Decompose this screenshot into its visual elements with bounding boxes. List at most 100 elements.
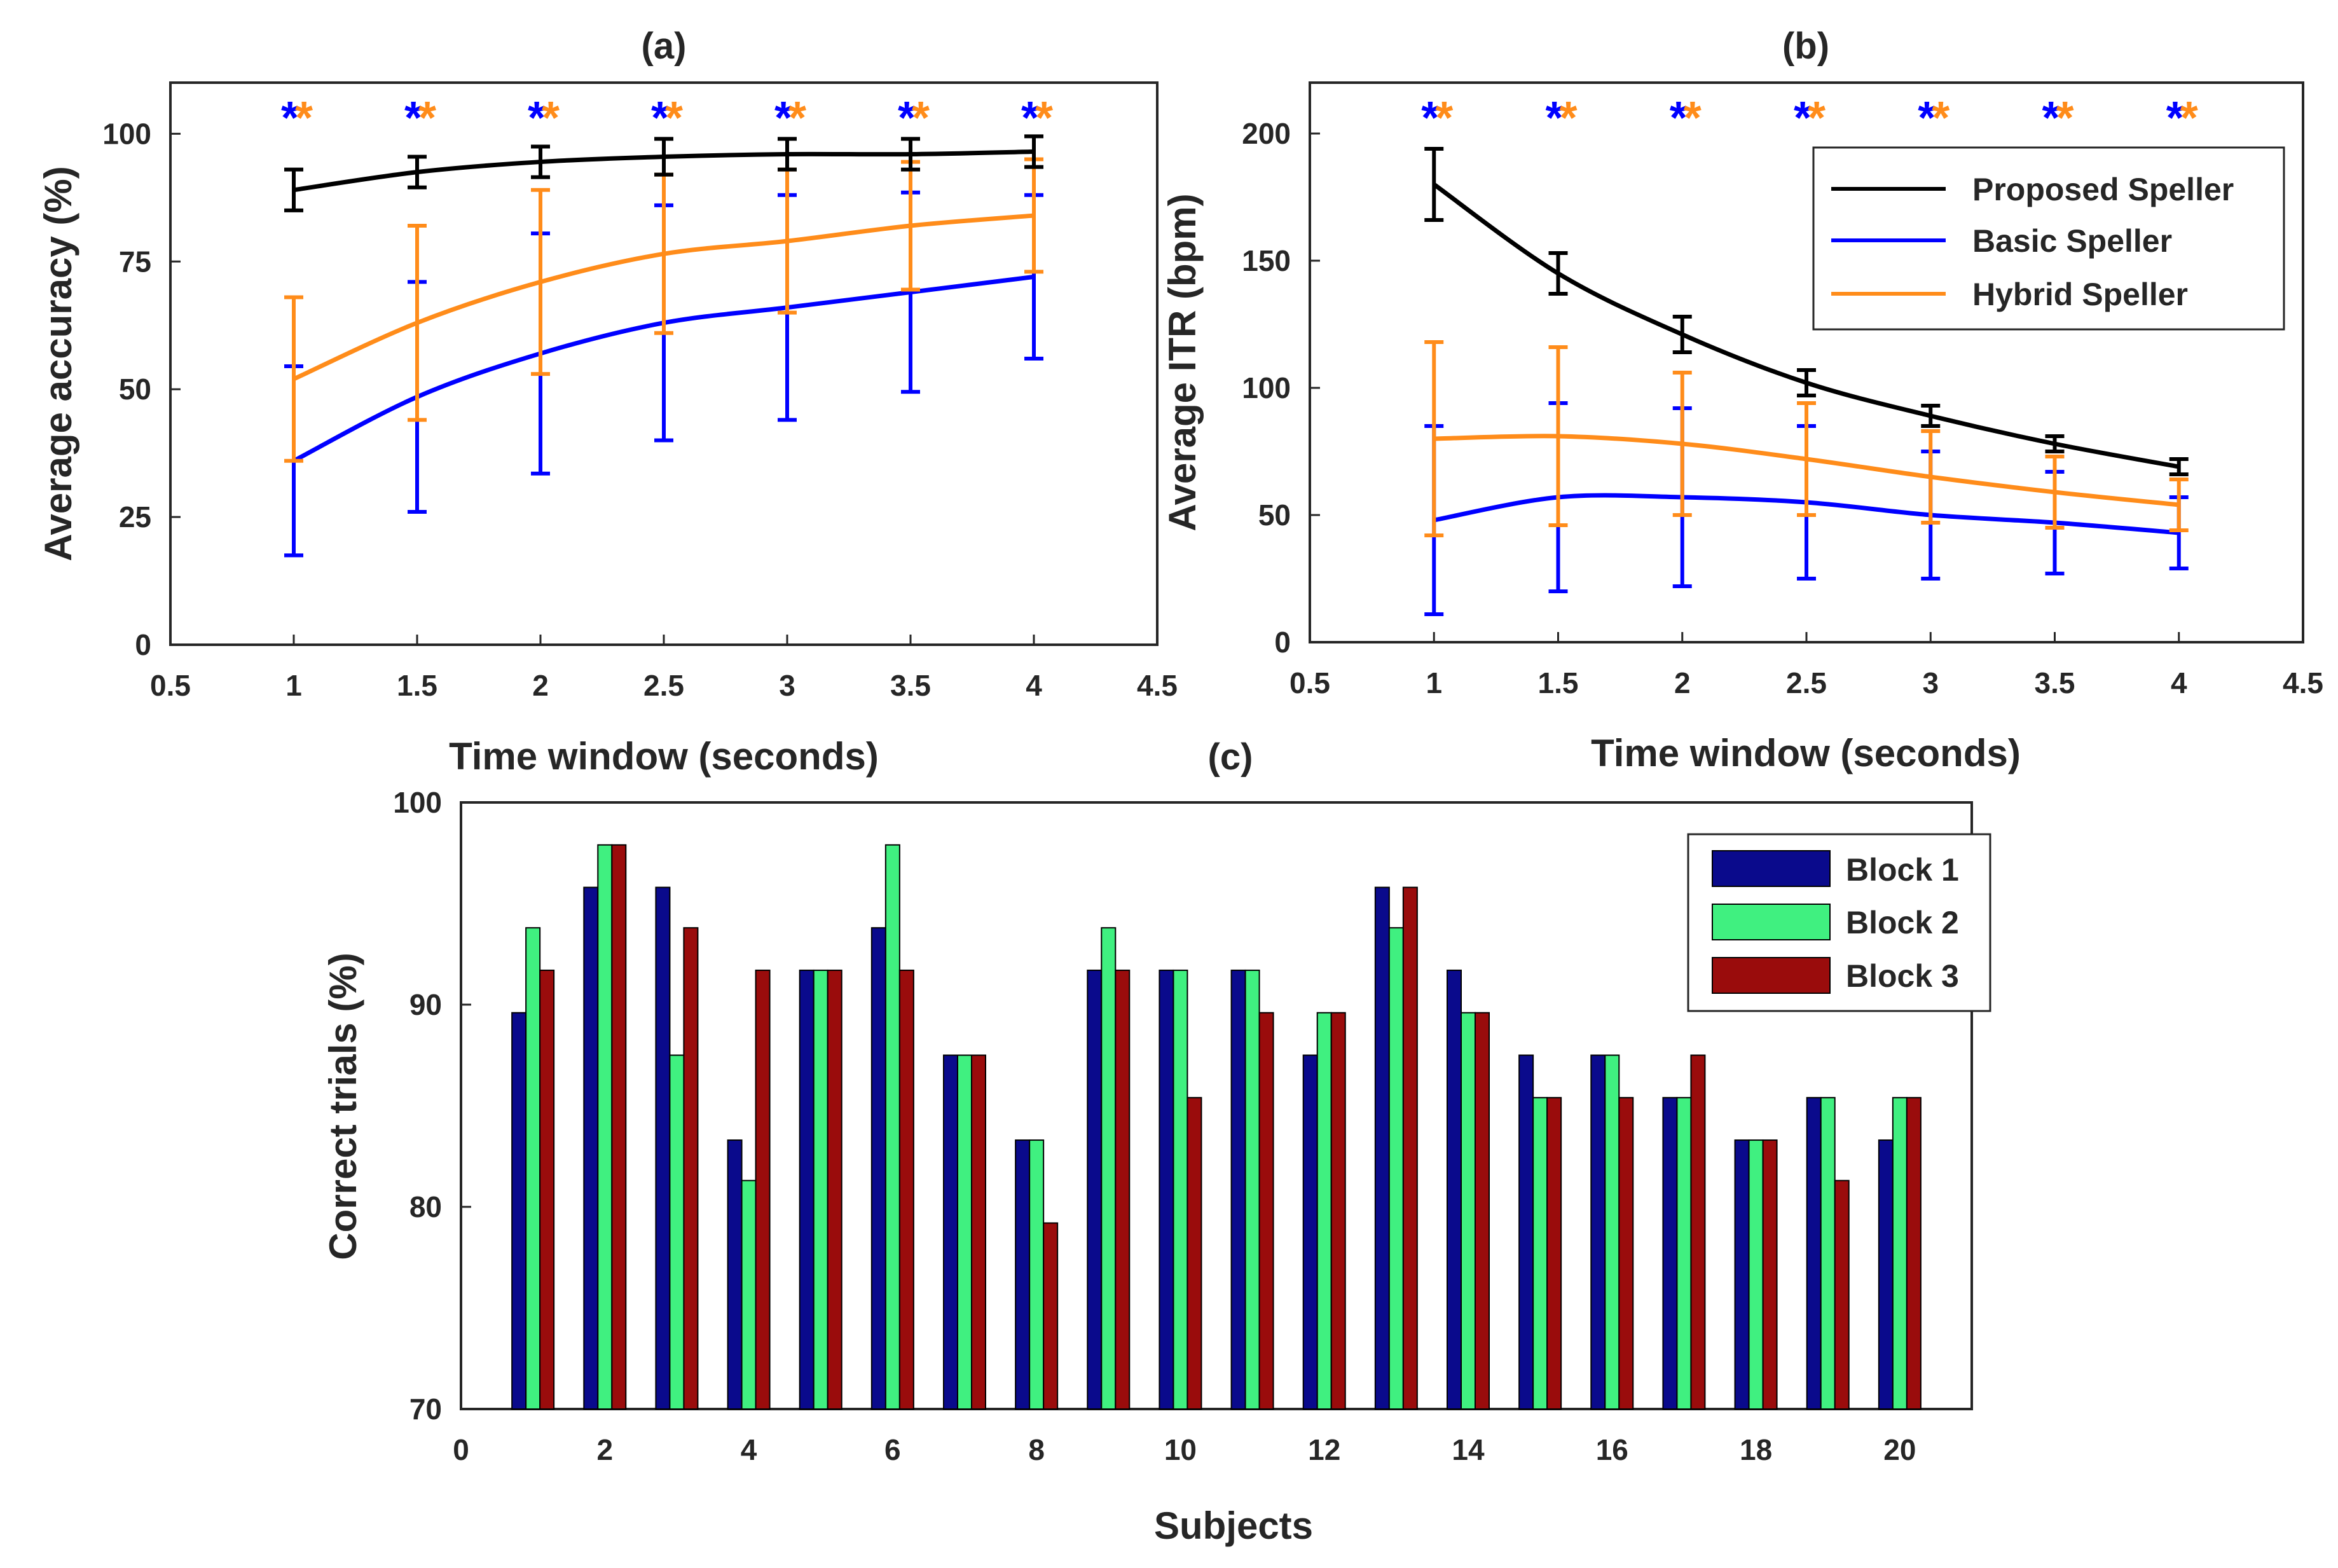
x-tick-label: 3	[779, 669, 795, 702]
legend-block2-label: Block 2	[1846, 905, 1959, 940]
panel-a-significance-marks: ** ** ** ** ** ** **	[281, 93, 1053, 144]
significance-star-hybrid: *	[2180, 93, 2198, 144]
bar-block-2	[1316, 1012, 1332, 1410]
legend-proposed-label: Proposed Speller	[1972, 172, 2234, 207]
bar-block-2	[884, 844, 900, 1410]
panel-b-series	[1424, 147, 2189, 616]
bar-block-2	[1676, 1097, 1692, 1410]
bar-block-3	[1186, 1097, 1202, 1410]
y-tick-label: 90	[409, 988, 442, 1021]
significance-star-hybrid: *	[665, 93, 683, 144]
bar-block-2	[957, 1054, 972, 1410]
x-tick-label: 4	[2171, 666, 2187, 699]
panel-a-x-ticks: 0.5 1 1.5 2 2.5 3 3.5 4 4.5	[150, 635, 1178, 702]
x-tick-label: 14	[1452, 1433, 1485, 1466]
significance-star-basic: *	[2166, 93, 2184, 144]
bar-block-3	[1115, 969, 1131, 1410]
x-tick-label: 3	[1922, 666, 1939, 699]
bar-block-2	[525, 927, 541, 1410]
significance-star-hybrid: *	[1435, 93, 1453, 144]
significance-star-basic: *	[2042, 93, 2060, 144]
bar-block-2	[597, 844, 613, 1410]
significance-star-basic: *	[528, 93, 546, 144]
significance-star-basic: *	[898, 93, 916, 144]
bar-block-3	[1906, 1097, 1922, 1410]
panel-b-significance-marks: ** ** ** ** ** ** **	[1421, 93, 2198, 144]
significance-star-hybrid: *	[1035, 93, 1053, 144]
bar-block-3	[1330, 1012, 1346, 1410]
panel-c-x-ticks: 0 2 4 6 8 10 12 14 16 18 20	[453, 1399, 1916, 1466]
bar-block-2	[1461, 1012, 1476, 1410]
y-tick-label: 100	[393, 786, 442, 819]
panel-b-legend: Proposed Speller Basic Speller Hybrid Sp…	[1812, 146, 2285, 331]
y-tick-label: 75	[119, 245, 151, 278]
y-tick-label: 0	[135, 628, 151, 661]
panel-b-x-axis-label: Time window (seconds)	[1591, 732, 2021, 774]
significance-star-basic: *	[1421, 93, 1439, 144]
bar-block-3	[683, 927, 699, 1410]
x-tick-label: 3.5	[2035, 666, 2075, 699]
y-tick-label: 80	[409, 1190, 442, 1223]
bar-block-3	[827, 969, 842, 1410]
significance-star-hybrid: *	[418, 93, 436, 144]
panel-c-x-axis-label: Subjects	[1154, 1504, 1313, 1547]
bar-block-2	[1748, 1139, 1764, 1410]
panel-b-y-axis-label: Average ITR (bpm)	[1161, 193, 1204, 531]
panel-a-y-axis-label: Average accuracy (%)	[37, 166, 79, 561]
panel-a-accuracy-chart: (a) Time window (seconds) Average accura…	[37, 25, 1178, 778]
bar-block-1	[1447, 969, 1462, 1410]
significance-star-basic: *	[1918, 93, 1936, 144]
bar-block-3	[1762, 1139, 1778, 1410]
panel-a-series	[284, 134, 1043, 558]
y-tick-label: 150	[1242, 244, 1291, 277]
significance-star-basic: *	[651, 93, 669, 144]
significance-star-hybrid: *	[1808, 93, 1826, 144]
x-tick-label: 2.5	[643, 669, 684, 702]
bar-block-1	[1087, 969, 1103, 1410]
y-tick-label: 200	[1242, 117, 1291, 150]
legend-block3-swatch	[1712, 957, 1831, 994]
significance-star-basic: *	[404, 93, 422, 144]
panel-c-title: (c)	[1208, 736, 1253, 778]
y-tick-label: 100	[102, 117, 151, 150]
bar-block-1	[1230, 969, 1246, 1410]
bar-block-2	[1172, 969, 1188, 1410]
bar-block-2	[1604, 1054, 1620, 1410]
bar-block-1	[1734, 1139, 1750, 1410]
significance-star-hybrid: *	[912, 93, 930, 144]
bar-block-1	[1806, 1097, 1822, 1410]
significance-star-hybrid: *	[1932, 93, 1949, 144]
legend-basic-label: Basic Speller	[1972, 223, 2172, 259]
bar-block-1	[1590, 1054, 1606, 1410]
x-tick-label: 8	[1028, 1433, 1045, 1466]
panel-b-itr-chart: (b) Time window (seconds) Average ITR (b…	[1161, 25, 2323, 774]
bar-block-2	[1388, 927, 1404, 1410]
bar-block-3	[1402, 886, 1418, 1410]
bar-block-2	[813, 969, 829, 1410]
y-tick-label: 50	[119, 373, 151, 406]
bar-block-2	[1029, 1139, 1045, 1410]
bar-block-2	[1892, 1097, 1908, 1410]
significance-star-hybrid: *	[2056, 93, 2073, 144]
panel-a-title: (a)	[642, 25, 687, 67]
y-tick-label: 0	[1274, 626, 1291, 659]
significance-star-hybrid: *	[788, 93, 806, 144]
bar-block-2	[1244, 969, 1260, 1410]
panel-b-x-ticks: 0.5 1 1.5 2 2.5 3 3.5 4 4.5	[1289, 632, 2323, 699]
x-tick-label: 4.5	[1137, 669, 1178, 702]
y-tick-label: 100	[1242, 371, 1291, 404]
x-tick-label: 4	[1026, 669, 1042, 702]
legend-hybrid-label: Hybrid Speller	[1972, 277, 2188, 312]
legend-block2-swatch	[1712, 904, 1831, 940]
bar-block-1	[655, 886, 671, 1410]
x-tick-label: 20	[1883, 1433, 1916, 1466]
x-tick-label: 2	[1674, 666, 1691, 699]
bar-block-2	[1820, 1097, 1836, 1410]
x-tick-label: 12	[1308, 1433, 1340, 1466]
x-tick-label: 0.5	[150, 669, 191, 702]
bar-block-1	[727, 1139, 743, 1410]
bar-block-3	[755, 969, 771, 1410]
panel-c-y-axis-label: Correct trials (%)	[322, 952, 364, 1260]
significance-star-basic: *	[774, 93, 792, 144]
